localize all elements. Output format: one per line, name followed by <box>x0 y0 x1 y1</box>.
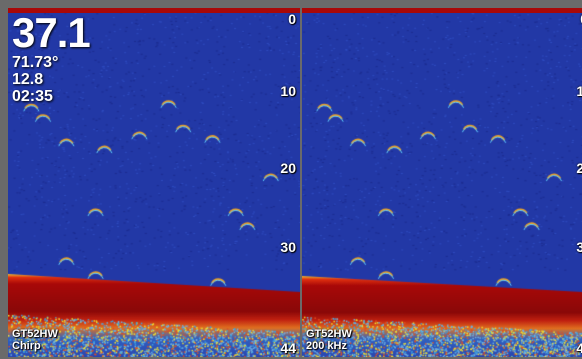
transducer-model: GT52HW <box>12 328 58 340</box>
depth-tick-20: 20 <box>576 160 582 176</box>
depth-tick-30: 30 <box>576 239 582 255</box>
surface-line <box>302 8 582 13</box>
depth-tick-44: 44 <box>576 340 582 356</box>
data-readouts: 37.1 71.73° 12.8 02:35 <box>12 9 91 105</box>
surface-line <box>8 8 300 13</box>
transducer-label: GT52HW Chirp <box>12 328 58 352</box>
sonar-pane-chirp[interactable]: 37.1 71.73° 12.8 02:35 0 10 20 30 44 GT5… <box>8 8 300 357</box>
transducer-frequency: 200 kHz <box>306 340 347 352</box>
time-readout: 02:35 <box>12 88 53 105</box>
transducer-frequency: Chirp <box>12 340 41 352</box>
depth-tick-20: 20 <box>280 160 296 176</box>
speed-readout: 12.8 <box>12 71 44 88</box>
depth-tick-30: 30 <box>280 239 296 255</box>
sonar-image-chirp <box>8 8 300 357</box>
sonar-pane-200khz[interactable]: 0 10 20 30 44 GT52HW 200 kHz <box>302 8 582 357</box>
depth-tick-10: 10 <box>576 83 582 99</box>
depth-tick-0: 0 <box>580 11 582 27</box>
depth-tick-44: 44 <box>280 340 296 356</box>
transducer-label: GT52HW 200 kHz <box>306 328 352 352</box>
sonar-image-200khz <box>302 8 582 357</box>
depth-tick-10: 10 <box>280 83 296 99</box>
transducer-model: GT52HW <box>306 328 352 340</box>
water-temperature-readout: 71.73° <box>12 54 59 71</box>
depth-readout: 37.1 <box>12 9 91 56</box>
depth-tick-0: 0 <box>288 11 296 27</box>
